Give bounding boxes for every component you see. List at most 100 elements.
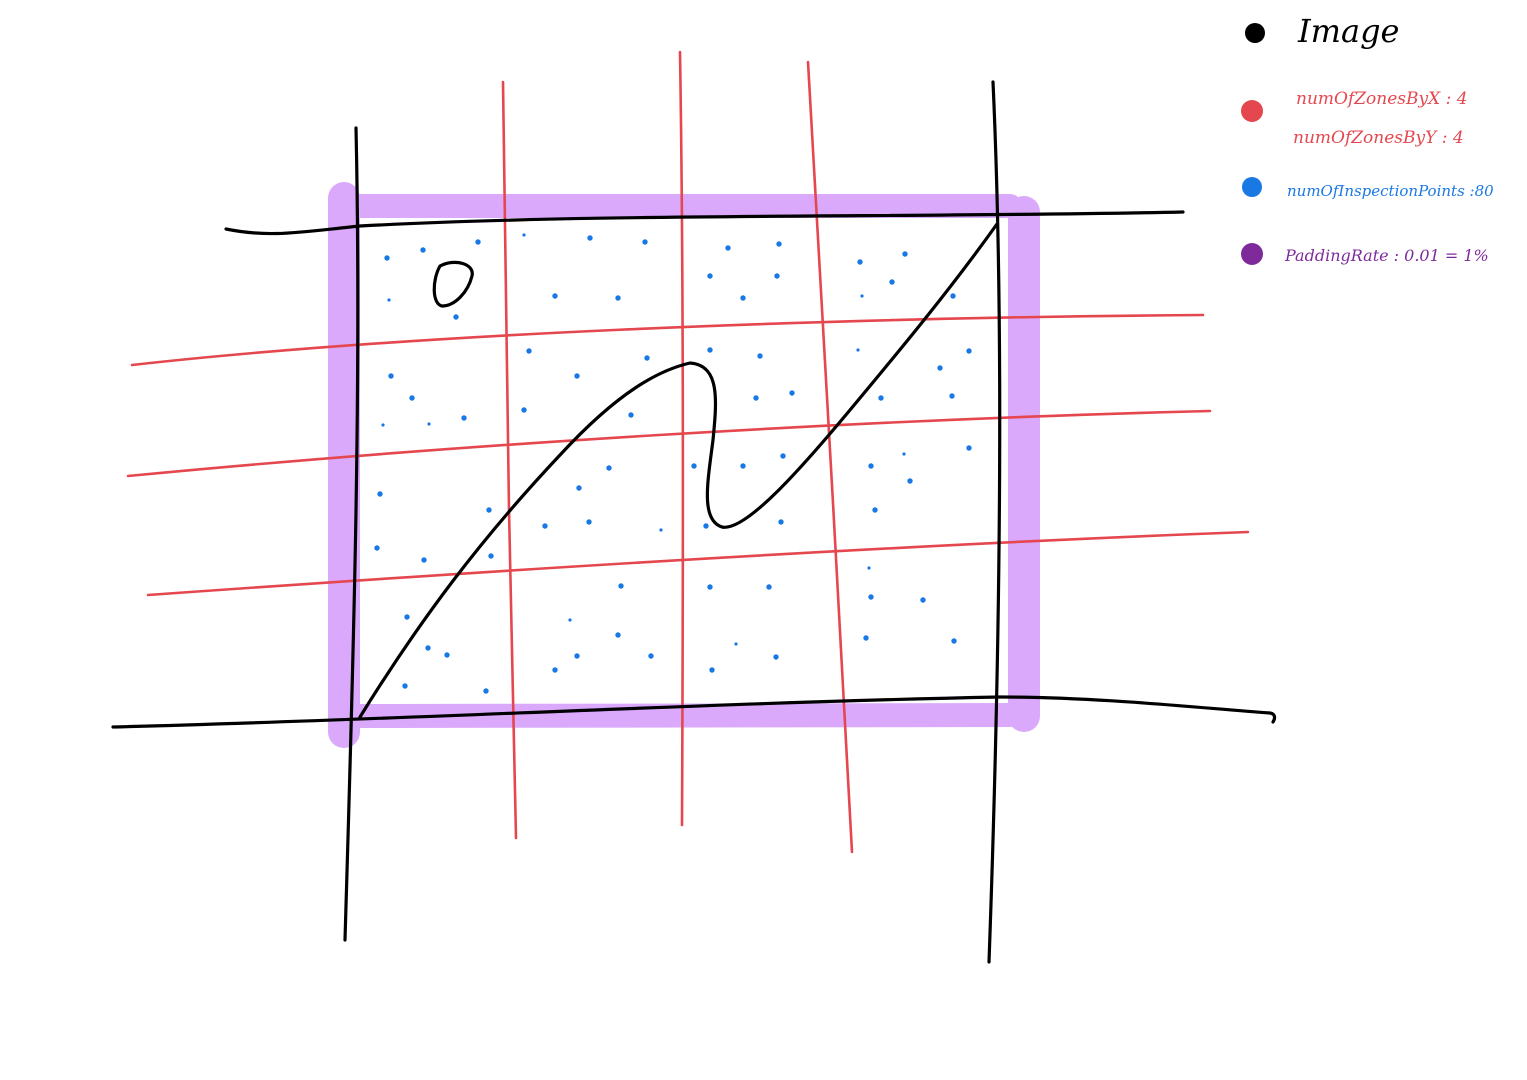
image-boundary [111, 80, 1277, 964]
inspection-point [857, 259, 863, 265]
inspection-point [574, 653, 580, 659]
inspection-point [709, 667, 715, 673]
image-shapes [358, 222, 999, 719]
zone-line-vertical-2 [678, 50, 685, 827]
legend-points-marker [1242, 177, 1262, 197]
inspection-point [425, 645, 431, 651]
legend-image-marker [1245, 23, 1265, 43]
inspection-point [421, 557, 427, 563]
inspection-point [950, 293, 956, 299]
inspection-point [757, 353, 763, 359]
zone-line-vertical-3 [806, 60, 854, 854]
inspection-point [949, 393, 955, 399]
inspection-point [486, 507, 492, 513]
inspection-point [402, 683, 408, 689]
inspection-point [902, 452, 906, 456]
inspection-point [920, 597, 926, 603]
image-boundary-bottom [111, 695, 1277, 729]
legend-zones-y-label: numOfZonesByY : 4 [1293, 128, 1464, 148]
inspection-point [381, 423, 385, 427]
inspection-point [444, 652, 450, 658]
inspection-point [648, 653, 654, 659]
inspection-point [453, 314, 459, 320]
inspection-point [966, 348, 972, 354]
legend-zones: numOfZonesByX : 4 numOfZonesByY : 4 [1241, 89, 1468, 148]
legend-image: Image [1245, 12, 1399, 50]
inspection-point [606, 465, 612, 471]
inspection-point [707, 347, 713, 353]
inspection-point [951, 638, 957, 644]
image-boundary-top [224, 210, 1185, 236]
inspection-point [377, 491, 383, 497]
inspection-point [615, 295, 621, 301]
inspection-point [774, 273, 780, 279]
inspection-point [778, 519, 784, 525]
inspection-point [740, 295, 746, 301]
legend-image-label: Image [1297, 12, 1399, 50]
inspection-point [587, 235, 593, 241]
inspection-point [409, 395, 415, 401]
inspection-point [753, 395, 759, 401]
inspection-point [374, 545, 380, 551]
legend-padding: PaddingRate : 0.01 = 1% [1241, 243, 1489, 265]
inspection-point [863, 635, 869, 641]
inspection-point [937, 365, 943, 371]
inspection-point [461, 415, 467, 421]
inspection-point [542, 523, 548, 529]
inspection-point [642, 239, 648, 245]
inspection-point [586, 519, 592, 525]
zone-line-horizontal-2 [126, 409, 1212, 478]
inspection-point [659, 528, 663, 532]
inspection-point [907, 478, 913, 484]
inspection-point [521, 407, 527, 413]
inspection-point [776, 241, 782, 247]
inspection-point [488, 553, 494, 559]
legend: Image numOfZonesByX : 4 numOfZonesByY : … [1241, 12, 1494, 265]
inspection-point [725, 245, 731, 251]
inspection-point [644, 355, 650, 361]
image-boundary-left [343, 126, 360, 942]
inspection-point [766, 584, 772, 590]
zone-line-vertical-1 [501, 80, 518, 840]
legend-points-label: numOfInspectionPoints :80 [1287, 182, 1494, 200]
inspection-point [902, 251, 908, 257]
inspection-point [867, 566, 871, 570]
inspection-point [526, 348, 532, 354]
inspection-point [615, 632, 621, 638]
inspection-point [703, 523, 709, 529]
inspection-point [618, 583, 624, 589]
inspection-point [427, 422, 431, 426]
inspection-point [691, 463, 697, 469]
inspection-point [740, 463, 746, 469]
inspection-point [522, 233, 526, 237]
inspection-point [707, 273, 713, 279]
inspection-point [878, 395, 884, 401]
inspection-point [707, 584, 713, 590]
inspection-point [384, 255, 390, 261]
zone-line-horizontal-3 [146, 530, 1250, 597]
inspection-point [773, 654, 779, 660]
inspection-point [780, 453, 786, 459]
legend-zones-x-label: numOfZonesByX : 4 [1296, 89, 1468, 109]
squiggle-curve [358, 222, 999, 719]
inspection-points [374, 233, 972, 694]
inspection-point [420, 247, 426, 253]
inspection-point [574, 373, 580, 379]
legend-zones-marker [1241, 100, 1263, 122]
inspection-point [966, 445, 972, 451]
inspection-point [568, 618, 572, 622]
inspection-point [576, 485, 582, 491]
zone-line-horizontal-1 [130, 313, 1205, 367]
inspection-point [552, 667, 558, 673]
zone-grid [126, 50, 1250, 854]
inspection-point [856, 348, 860, 352]
inspection-point [483, 688, 489, 694]
small-loop-shape [432, 260, 474, 308]
inspection-point [475, 239, 481, 245]
legend-padding-label: PaddingRate : 0.01 = 1% [1284, 246, 1489, 265]
inspection-point [387, 298, 391, 302]
inspection-point [628, 412, 634, 418]
inspection-point [889, 279, 895, 285]
inspection-point [388, 373, 394, 379]
inspection-point [734, 642, 738, 646]
